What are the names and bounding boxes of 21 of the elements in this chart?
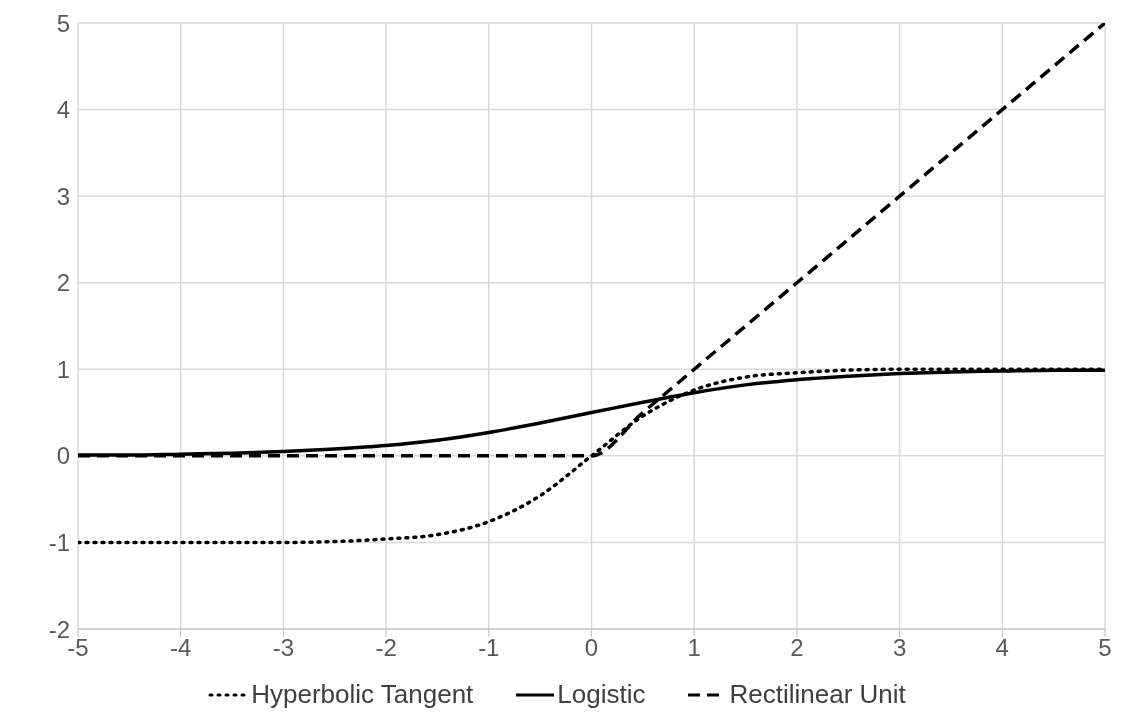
x-tick-label: 2 [790, 634, 804, 662]
legend-label: Hyperbolic Tangent [250, 679, 474, 710]
y-tick-label: -2 [48, 615, 70, 643]
y-tick-label: 0 [56, 442, 70, 470]
x-tick-label: 5 [1098, 634, 1112, 662]
x-tick-label: 1 [687, 634, 701, 662]
x-tick-label: 3 [892, 634, 907, 662]
y-tick-label: 4 [56, 96, 70, 124]
legend-label: Logistic [556, 679, 646, 710]
x-tick-label: -1 [478, 634, 500, 662]
x-tick-label: 4 [995, 634, 1009, 662]
y-tick-label: 5 [56, 9, 70, 37]
y-tick-label: 2 [56, 269, 70, 297]
y-tick-label: -1 [48, 528, 70, 556]
x-tick-label: -2 [375, 634, 397, 662]
y-tick-label: 1 [56, 355, 70, 383]
legend-label: Rectilinear Unit [728, 679, 906, 710]
x-tick-label: -4 [170, 634, 192, 662]
y-tick-label: 3 [56, 182, 70, 210]
x-tick-label: -3 [272, 634, 295, 662]
x-tick-label: 0 [584, 634, 599, 662]
